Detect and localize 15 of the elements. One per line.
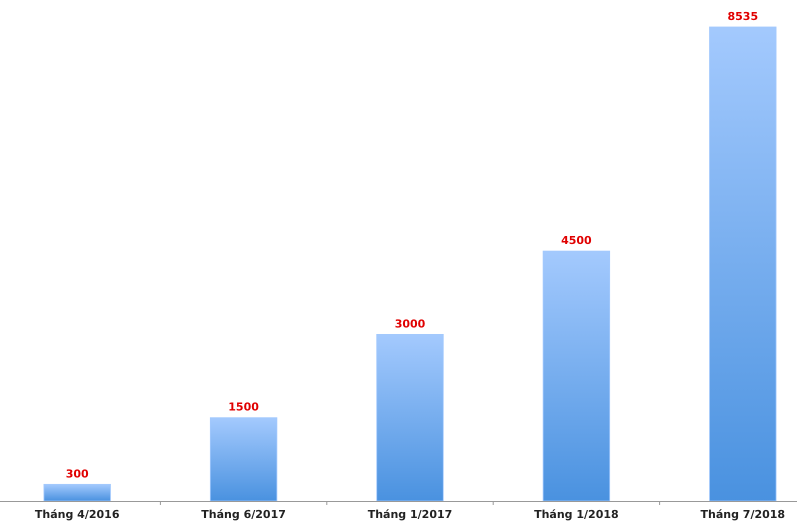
data-label: 4500 bbox=[561, 234, 592, 248]
x-tick-label: Tháng 1/2017 bbox=[368, 508, 452, 521]
x-tick-label: Tháng 7/2018 bbox=[700, 508, 786, 521]
x-tick-label: Tháng 1/2018 bbox=[534, 508, 619, 521]
x-tick-label: Tháng 4/2016 bbox=[34, 508, 120, 521]
data-label: 1500 bbox=[228, 400, 260, 414]
bar bbox=[376, 334, 444, 502]
data-label: 8535 bbox=[727, 10, 758, 23]
bar bbox=[210, 417, 278, 502]
data-label: 3000 bbox=[394, 317, 426, 330]
bar bbox=[44, 484, 111, 502]
x-tick-label: Tháng 6/2017 bbox=[201, 508, 286, 521]
bar bbox=[542, 250, 610, 502]
data-label: 300 bbox=[66, 467, 90, 480]
bar bbox=[709, 26, 776, 502]
